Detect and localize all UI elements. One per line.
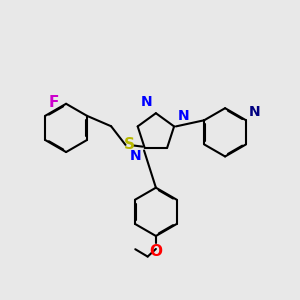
Text: S: S — [124, 137, 135, 152]
Text: N: N — [141, 95, 152, 110]
Text: N: N — [178, 109, 189, 123]
Text: F: F — [48, 95, 59, 110]
Text: O: O — [149, 244, 162, 259]
Text: N: N — [249, 105, 261, 119]
Text: N: N — [130, 149, 141, 163]
